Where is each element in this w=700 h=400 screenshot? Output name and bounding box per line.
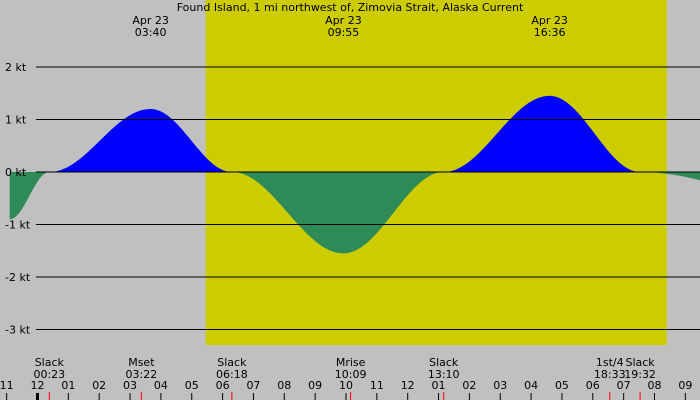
- event-time-label: 19:32: [624, 368, 656, 381]
- hour-tick-label: 09: [308, 379, 322, 392]
- event-name-label: Slack: [217, 356, 247, 369]
- hour-tick-label: 07: [617, 379, 631, 392]
- event-name-label: Slack: [625, 356, 655, 369]
- peak-date-label: Apr 23: [132, 14, 169, 27]
- y-tick-label: -1 kt: [5, 219, 31, 232]
- chart-title: Found Island, 1 mi northwest of, Zimovia…: [177, 1, 524, 14]
- x-axis-hours: 11 12 01 02 03 04 05 06 07 08 09 10 11 12 01 02 03 04 05 06…: [0, 379, 692, 400]
- hour-tick-label: 11: [370, 379, 384, 392]
- hour-tick-label: 01: [432, 379, 446, 392]
- event-time-label: 18:33: [594, 368, 626, 381]
- peak-time-label: 03:40: [135, 26, 167, 39]
- hour-tick-label: 10: [339, 379, 353, 392]
- hour-tick-label: 05: [185, 379, 199, 392]
- event-name-label: Slack: [429, 356, 459, 369]
- peak-time-label: 09:55: [328, 26, 360, 39]
- event-time-label: 00:23: [33, 368, 65, 381]
- hour-tick-label: 11: [0, 379, 14, 392]
- event-labels: Slack00:23Mset03:22Slack06:18Mrise10:09S…: [33, 356, 656, 400]
- hour-tick-label: 09: [678, 379, 692, 392]
- event-time-label: 06:18: [216, 368, 248, 381]
- hour-tick-label: 03: [123, 379, 137, 392]
- hour-tick-label: 07: [246, 379, 260, 392]
- hour-tick-label: 08: [648, 379, 662, 392]
- event-time-label: 03:22: [126, 368, 158, 381]
- event-name-label: 1st/4: [596, 356, 624, 369]
- flood-area: [49, 109, 234, 172]
- event-time-label: 10:09: [335, 368, 367, 381]
- ebb-area: [233, 172, 445, 254]
- ebb-area: [640, 172, 700, 181]
- hour-tick-label: 01: [61, 379, 75, 392]
- y-tick-label: -2 kt: [5, 271, 31, 284]
- hour-tick-label: 06: [586, 379, 600, 392]
- event-time-label: 13:10: [428, 368, 460, 381]
- y-tick-label: 0 kt: [5, 166, 27, 179]
- y-tick-label: 1 kt: [5, 114, 27, 127]
- hour-tick-label: 04: [154, 379, 168, 392]
- current-areas: [9, 95, 700, 254]
- peak-date-label: Apr 23: [531, 14, 568, 27]
- y-tick-label: -3 kt: [5, 324, 31, 337]
- hour-tick-label: 12: [401, 379, 415, 392]
- peak-time-label: 16:36: [534, 26, 566, 39]
- hour-tick-label: 02: [462, 379, 476, 392]
- event-name-label: Mset: [128, 356, 155, 369]
- event-name-label: Mrise: [336, 356, 366, 369]
- hour-tick-label: 12: [31, 379, 45, 392]
- hour-tick-label: 02: [92, 379, 106, 392]
- gridlines: [36, 66, 700, 330]
- ebb-area: [9, 172, 50, 220]
- peak-date-label: Apr 23: [325, 14, 362, 27]
- y-axis-labels: 2 kt 1 kt 0 kt -1 kt -2 kt -3 kt: [5, 61, 31, 337]
- hour-tick-label: 06: [216, 379, 230, 392]
- hour-tick-label: 04: [524, 379, 538, 392]
- hour-tick-label: 05: [555, 379, 569, 392]
- flood-area: [444, 95, 641, 172]
- event-name-label: Slack: [35, 356, 65, 369]
- hour-tick-label: 08: [277, 379, 291, 392]
- hour-tick-label: 03: [493, 379, 507, 392]
- y-tick-label: 2 kt: [5, 61, 27, 74]
